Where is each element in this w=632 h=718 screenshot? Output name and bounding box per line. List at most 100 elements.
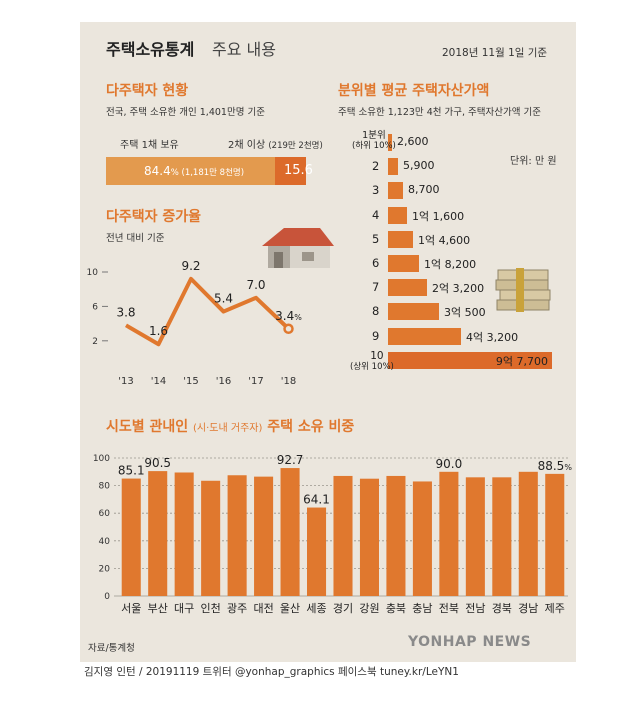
decile-bar xyxy=(388,327,461,345)
region-bar xyxy=(518,471,538,596)
decile-value-label: 5,900 xyxy=(403,159,435,173)
region-category-label: 제주 xyxy=(545,602,565,615)
region-ytick-label: 40 xyxy=(99,537,111,547)
region-bar xyxy=(465,477,485,596)
region-category-label: 경북 xyxy=(492,602,512,615)
credit-line: 김지영 인턴 / 20191119 트위터 @yonhap_graphics 페… xyxy=(84,666,459,678)
money-stack-illustration xyxy=(495,268,551,312)
ownership-bar: 84.4% (1,181만 8천명) 15.6 xyxy=(106,157,313,185)
growth-xtick-label: '17 xyxy=(248,376,263,387)
region-category-label: 부산 xyxy=(148,602,168,615)
regional-title-main: 시도별 관내인 xyxy=(106,419,189,435)
growth-value-label: 3.8 xyxy=(116,305,135,319)
region-value-label: 85.1 xyxy=(118,464,145,478)
region-value-label: 90.5 xyxy=(144,456,171,470)
source-note: 자료/통계청 xyxy=(88,643,135,654)
region-category-label: 대전 xyxy=(253,602,273,615)
growth-value-label: 3.4% xyxy=(275,309,302,323)
multi-house-label-text: 2채 이상 xyxy=(228,140,266,151)
region-value-label: 88.5% xyxy=(538,459,573,473)
decile-value-label: 8,700 xyxy=(408,183,440,197)
decile-value-label: 2억 3,200 xyxy=(432,282,485,296)
multi-house-value: 15.6 xyxy=(284,163,313,178)
region-category-label: 인천 xyxy=(201,601,221,615)
house-door xyxy=(274,252,283,268)
watermark: YONHAP NEWS xyxy=(408,634,532,650)
decile-category-label: 3 xyxy=(372,183,380,198)
growth-value-label: 9.2 xyxy=(181,259,200,273)
region-category-label: 서울 xyxy=(121,602,141,615)
region-category-label: 전남 xyxy=(465,602,485,615)
growth-value-label: 7.0 xyxy=(246,278,265,292)
owner-status-title: 다주택자 현황 xyxy=(106,83,189,99)
one-house-percent: 84.4 xyxy=(144,164,171,178)
one-house-segment xyxy=(106,157,275,185)
multi-house-label-detail: (219만 2천명) xyxy=(268,141,323,151)
decile-unit: 단위: 만 원 xyxy=(510,156,557,167)
decile-value-label: 2,600 xyxy=(397,135,429,148)
region-ytick-label: 100 xyxy=(93,454,110,464)
region-bar xyxy=(545,473,565,596)
regional-bar-chart: 0 20 40 60 80 100 서울 85.1 부산 90.5 대구 인천 광주 대전 울산 92.7 세종… xyxy=(93,453,573,615)
region-ytick-label: 80 xyxy=(99,482,111,492)
money-bundle-3 xyxy=(499,289,551,301)
decile-value-label: 3억 500 xyxy=(444,306,486,320)
decile-category-label: 10 (상위 10%) xyxy=(350,349,394,373)
region-category-label: 광주 xyxy=(227,602,247,615)
region-category-label: 충남 xyxy=(412,602,432,615)
decile-last-sublabel: (상위 10%) xyxy=(350,361,394,372)
decile-category-label: 7 xyxy=(372,280,380,295)
region-ytick-label: 60 xyxy=(99,509,111,519)
region-ytick-label: 0 xyxy=(104,592,110,602)
decile-bar xyxy=(388,351,552,369)
multi-house-segment xyxy=(275,157,306,185)
region-category-label: 대구 xyxy=(174,602,194,615)
region-category-label: 세종 xyxy=(306,602,326,615)
decile-subtitle: 주택 소유한 1,123만 4천 가구, 주택자산가액 기준 xyxy=(338,107,541,118)
region-bar xyxy=(201,480,221,596)
one-house-label: 주택 1채 보유 xyxy=(120,140,179,151)
growth-xtick-label: '15 xyxy=(183,376,198,387)
region-bar xyxy=(121,478,141,596)
decile-category-label: 6 xyxy=(372,256,380,270)
region-bar xyxy=(439,471,459,596)
region-bar xyxy=(492,477,512,596)
growth-subtitle: 전년 대비 기준 xyxy=(106,233,165,244)
region-bar xyxy=(386,475,406,596)
region-bar xyxy=(227,475,247,596)
region-bar xyxy=(307,507,327,596)
decile-first-sublabel: (하위 10%) xyxy=(352,141,396,151)
decile-bar xyxy=(388,303,439,321)
growth-series-line xyxy=(124,276,290,347)
decile-value-label: 1억 8,200 xyxy=(424,258,477,271)
growth-title: 다주택자 증가율 xyxy=(106,209,202,225)
multi-house-label: 2채 이상 (219만 2천명) xyxy=(228,136,323,151)
growth-xtick-label: '16 xyxy=(216,376,231,387)
region-value-label: 64.1 xyxy=(303,493,330,507)
decile-bar xyxy=(388,279,427,297)
decile-category-label: 9 xyxy=(372,328,380,343)
region-bar xyxy=(254,476,274,596)
decile-category-label: 5 xyxy=(372,231,380,246)
decile-value-label: 9억 7,700 xyxy=(495,354,548,368)
region-bar xyxy=(359,478,379,596)
decile-bar xyxy=(388,230,413,248)
house-roof xyxy=(262,228,334,246)
regional-title-paren: (시·도내 거주자) xyxy=(193,423,263,434)
decile-bar xyxy=(388,134,392,151)
page-title: 주택소유통계 xyxy=(106,40,195,59)
reference-date: 2018년 11월 1일 기준 xyxy=(442,47,548,59)
regional-title-end: 주택 소유 비중 xyxy=(267,419,355,435)
region-value-label: 92.7 xyxy=(277,453,304,467)
region-category-label: 경남 xyxy=(518,602,538,615)
decile-last-label: 10 xyxy=(370,349,384,362)
growth-ytick-label: 2 xyxy=(92,337,98,347)
growth-xtick-label: '13 xyxy=(118,376,133,387)
region-category-label: 전북 xyxy=(439,602,459,615)
region-category-label: 강원 xyxy=(359,602,379,615)
decile-bar xyxy=(388,182,403,200)
owner-status-subtitle: 전국, 주택 소유한 개인 1,401만명 기준 xyxy=(106,107,265,118)
region-ytick-label: 20 xyxy=(99,564,111,574)
decile-value-label: 4억 3,200 xyxy=(466,330,519,344)
region-value-label: 90.0 xyxy=(436,457,463,471)
